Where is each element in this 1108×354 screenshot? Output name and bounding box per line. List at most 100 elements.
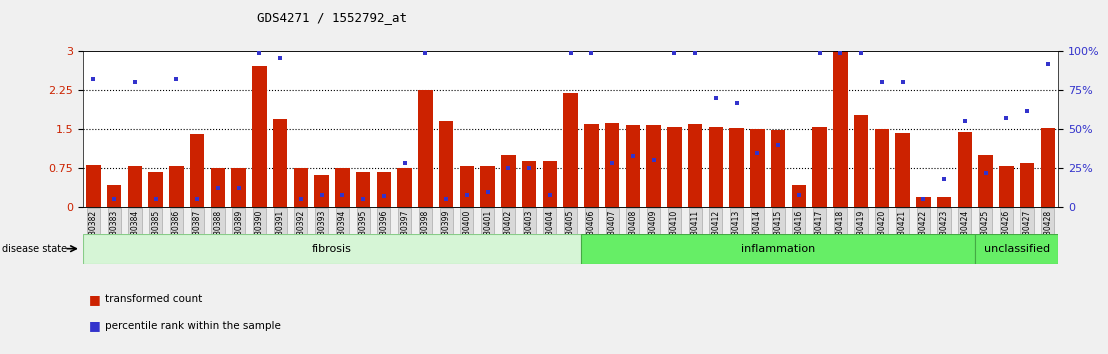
Text: disease state: disease state [2,244,68,254]
Bar [107,185,122,207]
Bar [1040,128,1055,207]
Point [666,50,684,56]
Point [707,95,725,101]
Bar [688,124,702,207]
Point [500,165,517,171]
Bar [957,132,972,207]
Point [250,50,268,56]
Bar [999,166,1014,207]
Text: percentile rank within the sample: percentile rank within the sample [105,321,281,331]
Point [603,161,620,166]
Bar [833,51,848,207]
Point [271,55,289,61]
Point [831,50,849,56]
Point [956,119,974,124]
Bar [335,168,350,207]
Point [873,80,891,85]
Text: ■: ■ [89,293,101,306]
Point [312,192,330,198]
Bar [315,175,329,207]
Bar [439,121,453,207]
Point [355,196,372,202]
Point [479,189,496,194]
Text: unclassified: unclassified [984,244,1049,254]
Point [583,50,601,56]
Point [167,76,185,82]
Point [147,196,165,202]
Point [749,150,767,155]
Point [894,80,912,85]
Text: GDS4271 / 1552792_at: GDS4271 / 1552792_at [257,11,408,24]
Bar [605,123,619,207]
Point [84,76,102,82]
Bar [418,90,432,207]
Point [624,153,642,159]
Point [188,196,206,202]
Bar [543,161,557,207]
Point [375,193,392,199]
Bar [294,168,308,207]
Bar [936,197,952,207]
Bar [771,130,786,207]
Point [521,165,538,171]
Bar [253,66,267,207]
Point [790,192,808,198]
Bar [1019,163,1034,207]
Bar [211,168,225,207]
Point [811,50,829,56]
Point [209,185,227,191]
Text: inflammation: inflammation [741,244,815,254]
Point [769,142,787,148]
Bar [626,125,640,207]
Bar [273,119,287,207]
Point [396,161,413,166]
Text: fibrosis: fibrosis [312,244,352,254]
Text: ■: ■ [89,319,101,332]
Point [334,192,351,198]
Point [458,192,475,198]
Bar [750,129,765,207]
Point [997,115,1015,121]
Bar [916,197,931,207]
Bar [398,168,412,207]
Bar [978,155,993,207]
Point [1018,108,1036,113]
Point [935,176,953,182]
Point [1039,61,1057,67]
Point [645,158,663,163]
Bar [709,127,724,207]
Bar [729,128,743,207]
Bar [232,168,246,207]
Point [417,50,434,56]
FancyBboxPatch shape [83,234,581,264]
Bar [356,172,370,207]
Bar [895,133,910,207]
Point [229,185,247,191]
Bar [127,166,142,207]
Bar [148,172,163,207]
Point [562,50,579,56]
Bar [170,166,184,207]
Bar [854,115,869,207]
Bar [189,135,205,207]
Bar [501,155,515,207]
Bar [646,125,660,207]
Bar [460,166,474,207]
Bar [481,166,495,207]
Bar [667,127,681,207]
FancyBboxPatch shape [975,234,1058,264]
Bar [812,127,827,207]
Point [126,80,144,85]
Point [293,196,310,202]
Point [541,192,558,198]
Point [728,100,746,105]
Bar [563,93,578,207]
Bar [377,172,391,207]
Point [852,50,870,56]
Bar [522,161,536,207]
Point [976,170,994,176]
Bar [86,165,101,207]
Point [914,196,932,202]
Bar [791,185,807,207]
Text: transformed count: transformed count [105,294,203,304]
